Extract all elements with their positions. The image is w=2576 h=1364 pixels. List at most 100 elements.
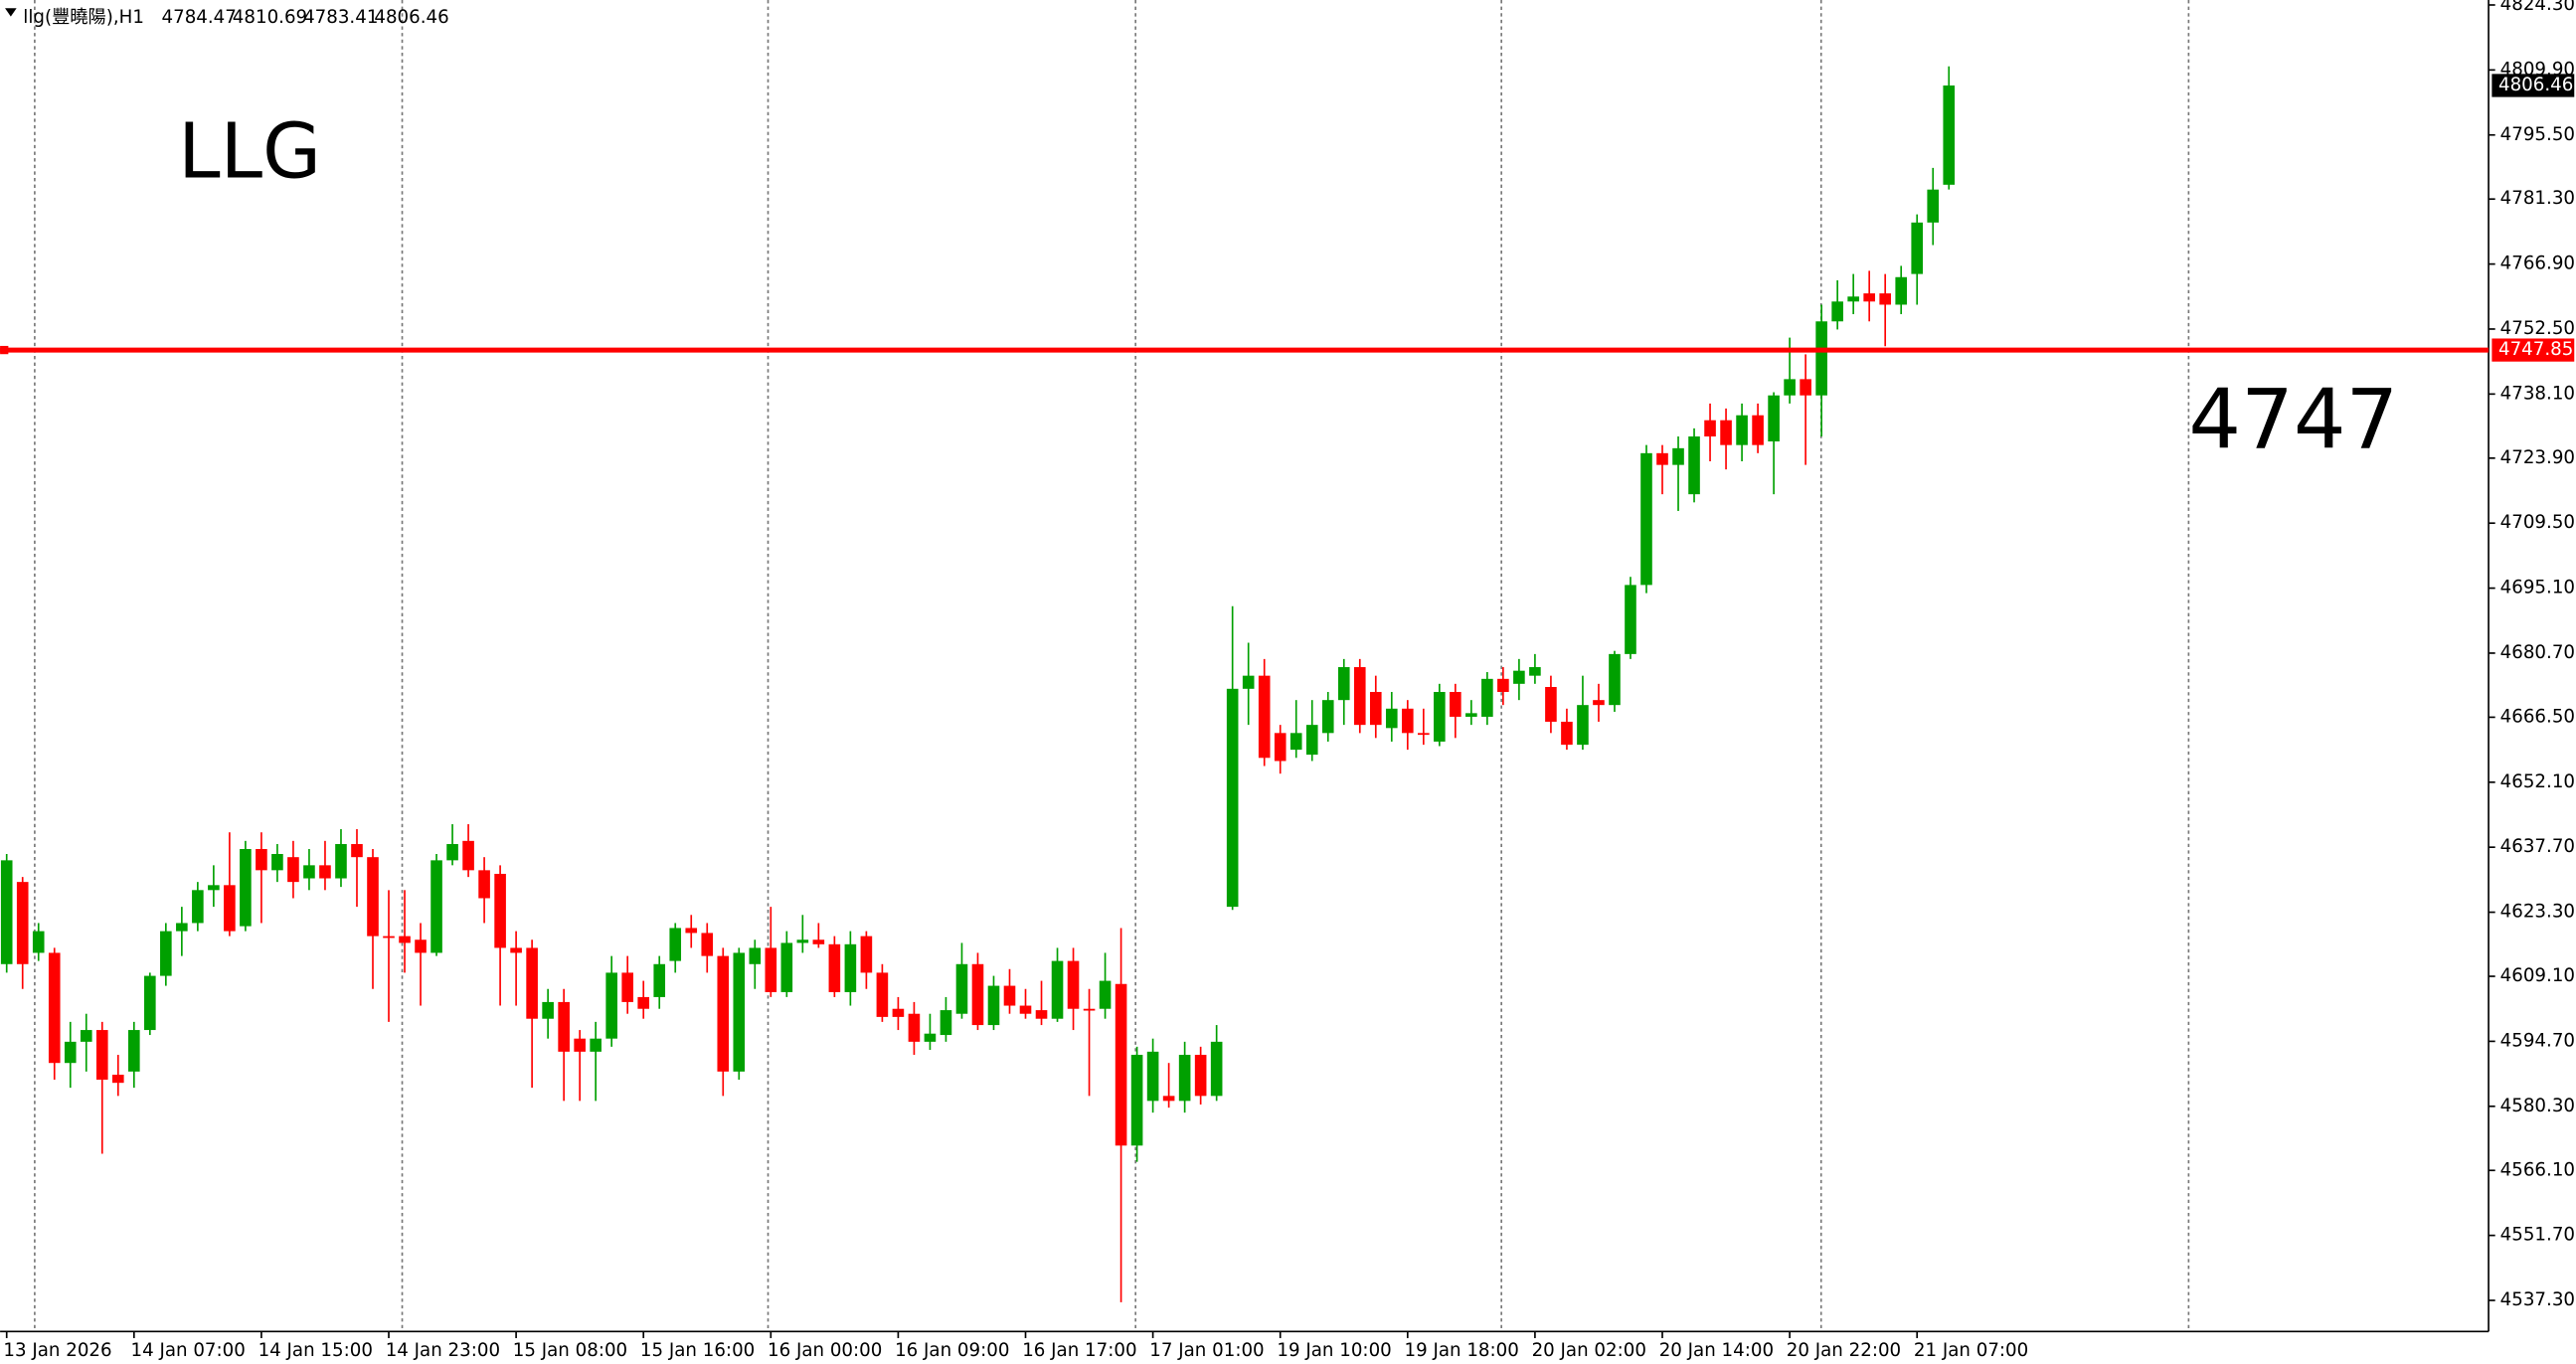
candle-body bbox=[1736, 415, 1748, 445]
candle-body bbox=[478, 870, 490, 899]
candle-body bbox=[924, 1033, 937, 1042]
candle-body bbox=[844, 943, 857, 992]
candle-body bbox=[812, 939, 825, 944]
candle-body bbox=[1289, 733, 1302, 751]
candle-body bbox=[1434, 692, 1446, 742]
y-tick-label: 4537.30 bbox=[2500, 1289, 2575, 1310]
x-tick-label: 14 Jan 23:00 bbox=[386, 1340, 500, 1361]
candle-body bbox=[1688, 436, 1700, 495]
candle-body bbox=[1863, 293, 1875, 302]
candle-body bbox=[1943, 85, 1956, 185]
x-tick-label: 16 Jan 09:00 bbox=[895, 1340, 1009, 1361]
candle-body bbox=[430, 860, 442, 953]
candle-body bbox=[1672, 447, 1684, 465]
x-tick-label: 16 Jan 17:00 bbox=[1022, 1340, 1136, 1361]
header-close: 4806.46 bbox=[374, 7, 448, 28]
candle-body bbox=[1003, 985, 1016, 1006]
candle-body bbox=[1831, 301, 1843, 322]
candle-body bbox=[1720, 420, 1732, 445]
header-open: 4784.47 bbox=[162, 7, 237, 28]
candle-body bbox=[971, 963, 984, 1026]
candle-body bbox=[1784, 379, 1796, 396]
candle-body bbox=[1019, 1005, 1032, 1014]
candle-body bbox=[685, 928, 698, 934]
x-tick-label: 16 Jan 00:00 bbox=[768, 1340, 882, 1361]
candle-body bbox=[1640, 452, 1652, 586]
symbol-header: llg(豐曉陽),H1 bbox=[23, 7, 144, 28]
candle-body bbox=[1385, 708, 1398, 729]
x-tick-label: 15 Jan 16:00 bbox=[640, 1340, 755, 1361]
candle-body bbox=[526, 947, 538, 1019]
candle-body bbox=[1035, 1010, 1048, 1019]
level-marker bbox=[0, 345, 9, 355]
candle-body bbox=[1704, 420, 1716, 437]
x-tick-label: 20 Jan 14:00 bbox=[1659, 1340, 1774, 1361]
candle-body bbox=[1067, 960, 1080, 1009]
candle-body bbox=[383, 936, 395, 938]
candle-body bbox=[160, 931, 172, 976]
candle-body bbox=[749, 947, 762, 964]
candle-body bbox=[224, 885, 236, 932]
x-tick-label: 14 Jan 15:00 bbox=[258, 1340, 373, 1361]
candle-body bbox=[1911, 222, 1924, 274]
candle-body bbox=[1561, 721, 1573, 746]
candle-body bbox=[1927, 189, 1940, 223]
candle-body bbox=[1274, 733, 1287, 762]
candle-body bbox=[1178, 1055, 1191, 1102]
level-label-box bbox=[2491, 338, 2575, 362]
candle-body bbox=[637, 996, 650, 1009]
candle-body bbox=[1369, 692, 1382, 726]
y-tick-label: 4637.70 bbox=[2500, 836, 2575, 857]
candle-body bbox=[1337, 667, 1350, 701]
candle-body bbox=[1242, 675, 1255, 689]
y-tick-label: 4695.10 bbox=[2500, 578, 2575, 598]
y-tick-label: 4566.10 bbox=[2500, 1159, 2575, 1180]
y-tick-label: 4551.70 bbox=[2500, 1225, 2575, 1246]
level-label: 4747.85 bbox=[2498, 339, 2573, 360]
price-label-box bbox=[2491, 74, 2575, 97]
candle-body bbox=[1497, 678, 1509, 693]
candle-body bbox=[940, 1010, 952, 1036]
candle-body bbox=[64, 1041, 77, 1064]
candle-body bbox=[1321, 700, 1334, 734]
candle-body bbox=[1529, 667, 1541, 676]
candle-body bbox=[1895, 276, 1907, 305]
y-tick-label: 4680.70 bbox=[2500, 642, 2575, 663]
candle-body bbox=[1545, 687, 1557, 722]
candle-body bbox=[1162, 1096, 1175, 1102]
candle-body bbox=[111, 1075, 124, 1084]
candle-body bbox=[860, 936, 873, 973]
candle-body bbox=[701, 933, 714, 956]
candle-body bbox=[590, 1038, 601, 1052]
candle-body bbox=[415, 939, 427, 953]
candle-body bbox=[733, 952, 746, 1072]
x-tick-label: 14 Jan 07:00 bbox=[130, 1340, 245, 1361]
candle-body bbox=[669, 928, 682, 961]
candle-body bbox=[1146, 1051, 1159, 1102]
candle-body bbox=[287, 857, 299, 883]
candle-body bbox=[1418, 733, 1430, 736]
candle-body bbox=[574, 1038, 586, 1052]
candle-body bbox=[1752, 415, 1764, 445]
candle-body bbox=[1115, 983, 1127, 1146]
candle-body bbox=[462, 840, 474, 871]
chart-title: LLG bbox=[178, 106, 321, 195]
candle-body bbox=[653, 963, 666, 997]
candle-body bbox=[1450, 692, 1461, 717]
candle-body bbox=[765, 947, 777, 992]
candle-body bbox=[176, 923, 188, 932]
header-high: 4810.69 bbox=[233, 7, 307, 28]
candle-body bbox=[1625, 585, 1636, 654]
candle-body bbox=[1226, 688, 1239, 908]
y-tick-label: 4766.90 bbox=[2500, 254, 2575, 274]
candle-body bbox=[1815, 321, 1827, 396]
candle-body bbox=[351, 844, 363, 858]
candle-body bbox=[542, 1001, 554, 1019]
candle-body bbox=[1513, 670, 1525, 684]
x-tick-label: 19 Jan 18:00 bbox=[1404, 1340, 1518, 1361]
candle-body bbox=[1051, 960, 1064, 1019]
price-label: 4806.46 bbox=[2498, 75, 2573, 95]
candle-body bbox=[240, 849, 252, 927]
